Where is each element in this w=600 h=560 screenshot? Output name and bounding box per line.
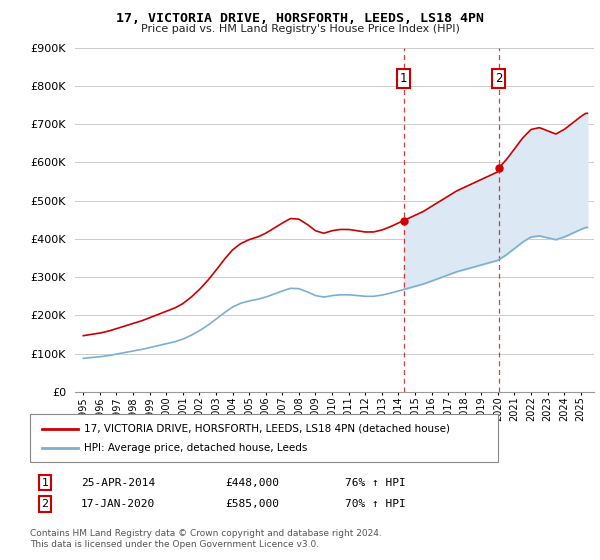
Text: 76% ↑ HPI: 76% ↑ HPI — [345, 478, 406, 488]
Text: 70% ↑ HPI: 70% ↑ HPI — [345, 499, 406, 509]
Text: Price paid vs. HM Land Registry's House Price Index (HPI): Price paid vs. HM Land Registry's House … — [140, 24, 460, 34]
Text: Contains HM Land Registry data © Crown copyright and database right 2024.
This d: Contains HM Land Registry data © Crown c… — [30, 529, 382, 549]
Text: 17, VICTORIA DRIVE, HORSFORTH, LEEDS, LS18 4PN (detached house): 17, VICTORIA DRIVE, HORSFORTH, LEEDS, LS… — [84, 424, 450, 433]
Text: 17-JAN-2020: 17-JAN-2020 — [81, 499, 155, 509]
Text: 25-APR-2014: 25-APR-2014 — [81, 478, 155, 488]
Text: 2: 2 — [495, 72, 502, 85]
Text: £585,000: £585,000 — [225, 499, 279, 509]
Text: £448,000: £448,000 — [225, 478, 279, 488]
Text: 1: 1 — [41, 478, 49, 488]
Text: HPI: Average price, detached house, Leeds: HPI: Average price, detached house, Leed… — [84, 443, 307, 452]
Text: 1: 1 — [400, 72, 407, 85]
Text: 2: 2 — [41, 499, 49, 509]
Text: 17, VICTORIA DRIVE, HORSFORTH, LEEDS, LS18 4PN: 17, VICTORIA DRIVE, HORSFORTH, LEEDS, LS… — [116, 12, 484, 25]
